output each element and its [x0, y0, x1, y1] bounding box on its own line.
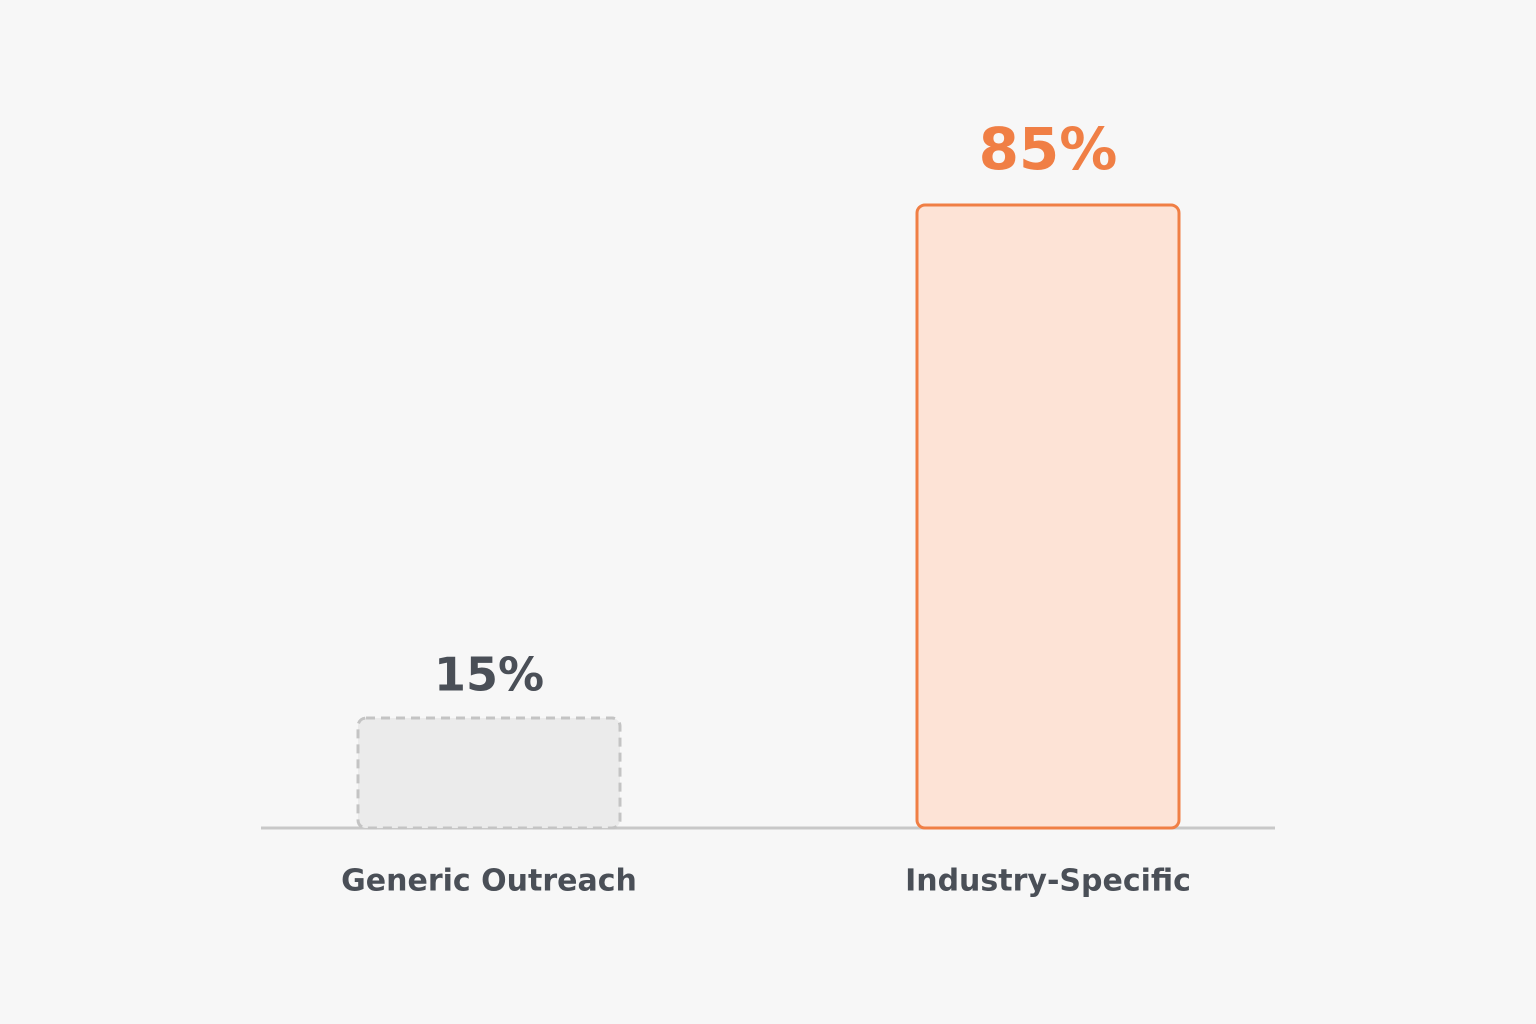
category-label: Industry-Specific [905, 864, 1191, 899]
value-label: 15% [434, 648, 544, 702]
category-label: Generic Outreach [341, 864, 637, 899]
bar [915, 203, 1181, 830]
bar [356, 716, 622, 830]
value-label: 85% [979, 115, 1118, 183]
